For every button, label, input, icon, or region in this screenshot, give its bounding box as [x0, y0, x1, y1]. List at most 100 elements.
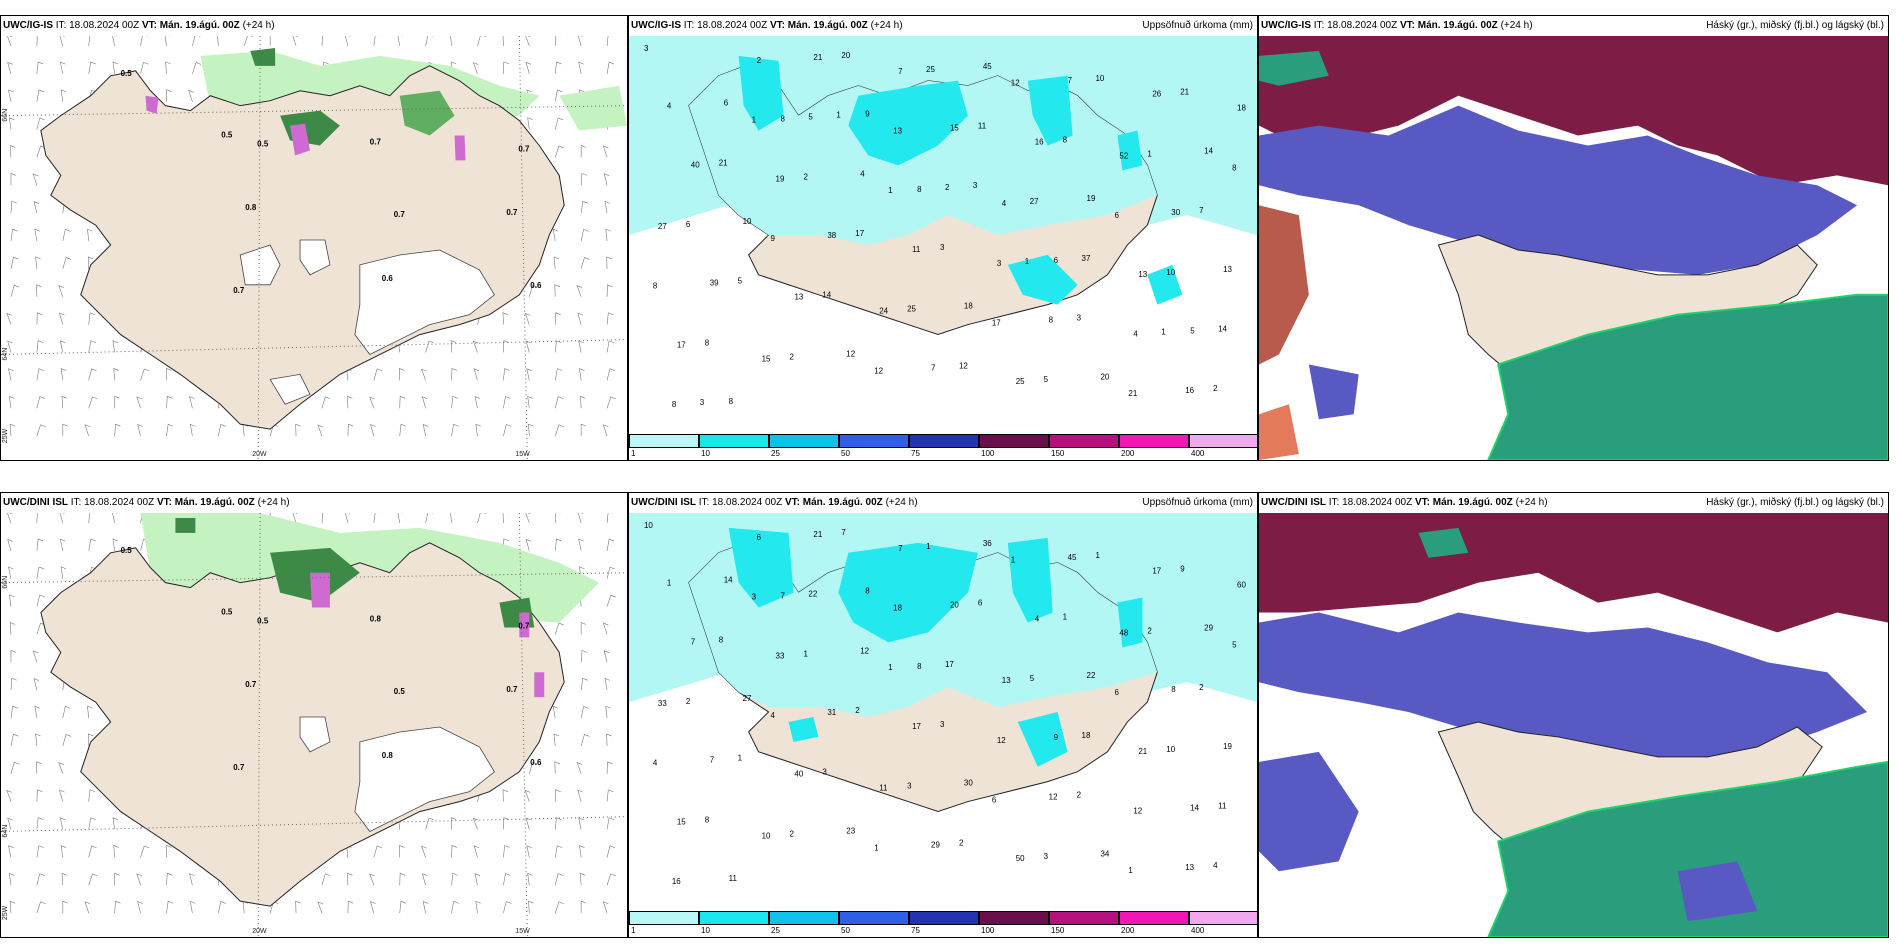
- precip-value: 3: [940, 720, 945, 729]
- wind-barb: [84, 424, 91, 437]
- precip-value: 33: [776, 651, 785, 660]
- wind-barb: [603, 650, 610, 663]
- low-cloud: [1487, 760, 1888, 937]
- precip-value: 3: [940, 243, 945, 252]
- wind-barb: [602, 622, 609, 635]
- dark-green-precip: [250, 47, 276, 66]
- vt-value: Mán. 19.ágú. 00Z: [174, 497, 255, 508]
- glacier: [299, 716, 331, 753]
- wind-barb: [502, 789, 509, 802]
- wind-barb: [87, 733, 94, 746]
- precip-value: 2: [1077, 791, 1082, 800]
- wind-barb: [8, 566, 14, 579]
- precip-value: 2: [959, 838, 964, 847]
- precip-value: 9: [1180, 565, 1185, 574]
- precip-value: 50: [1016, 854, 1025, 863]
- precip-value: 2: [1147, 626, 1152, 635]
- value-labels: 0.50.50.50.60.60.70.80.70.60.70.80.70.60…: [121, 546, 542, 772]
- grid-line: [1, 105, 627, 117]
- axis-label: 66N: [2, 109, 9, 122]
- wind-barb: [87, 228, 93, 242]
- wind-barb: [473, 368, 480, 381]
- wind-barb: [503, 901, 512, 914]
- it-label: IT:: [70, 497, 82, 508]
- wind-barb: [36, 761, 42, 774]
- precip-value: 21: [1138, 747, 1147, 756]
- colorbar-swatch: [1189, 434, 1257, 448]
- wind-barb: [60, 566, 67, 579]
- wind-barb: [578, 817, 584, 830]
- wind-barb: [62, 257, 72, 269]
- wind-barb: [243, 36, 254, 47]
- precip-value: 1: [888, 186, 893, 195]
- colorbar-tick-label: 50: [841, 926, 850, 935]
- wind-barb: [140, 36, 148, 47]
- precip-value: 9: [1054, 733, 1059, 742]
- wind-barb: [579, 872, 586, 886]
- precip-value: 12: [959, 361, 968, 370]
- precip-value: 1: [836, 111, 841, 120]
- wind-barb: [554, 396, 564, 409]
- colorbar-tick-label: 25: [771, 926, 780, 935]
- wind-barb: [399, 395, 406, 409]
- low-cloud: [1487, 293, 1888, 460]
- wind-barb: [345, 513, 351, 524]
- colorbar-tick-label: 400: [1191, 449, 1205, 458]
- mid-cloud-west: [1259, 751, 1359, 872]
- precip-value: 40: [691, 160, 700, 169]
- wind-barb: [579, 845, 585, 858]
- axis-label: 64N: [2, 825, 9, 838]
- precip-value: 6: [992, 796, 997, 805]
- wind-barb: [472, 817, 479, 830]
- precip-value: 2: [945, 183, 950, 192]
- precip-hourly-value: 0.7: [233, 286, 245, 295]
- wind-barb: [112, 817, 119, 830]
- wind-barb: [192, 62, 202, 74]
- cloud-map: [1259, 513, 1888, 937]
- wind-map: 66N 64N 25W 20W 15W 0.50.50.50.60.60.70.…: [1, 513, 627, 937]
- green-precip-area: [559, 85, 627, 131]
- wind-barb: [602, 424, 609, 437]
- precip-cyan: [1117, 597, 1143, 648]
- panel-header: UWC/IG-IS IT: 18.08.2024 00Z VT: Mán. 19…: [629, 16, 1257, 36]
- wind-barb: [189, 873, 195, 886]
- wind-barb: [421, 873, 428, 886]
- precip-value: 2: [757, 56, 762, 65]
- colorbar-swatch: [699, 911, 769, 925]
- precip-value: 24: [879, 307, 888, 316]
- precip-value: 6: [686, 220, 691, 229]
- wind-barb: [347, 423, 354, 437]
- wind-barb: [36, 538, 44, 551]
- precip-value: 21: [1128, 389, 1137, 398]
- precip-value: 18: [893, 604, 902, 613]
- vt-label: VT:: [156, 497, 172, 508]
- precip-value: 1: [888, 663, 893, 672]
- it-label: IT:: [683, 20, 695, 31]
- model-name: UWC/DINI ISL: [1261, 497, 1326, 508]
- wind-barb: [36, 789, 43, 802]
- precip-value: 1: [1147, 149, 1152, 158]
- wind-barb: [602, 145, 609, 158]
- colorbar-tick-label: 100: [981, 926, 995, 935]
- wind-barb: [554, 873, 564, 886]
- wind-barb: [9, 423, 16, 437]
- precip-value: 27: [658, 222, 667, 231]
- precip-hourly-value: 0.8: [245, 203, 257, 212]
- precip-value: 5: [738, 277, 743, 286]
- axis-label: 20W: [252, 451, 267, 458]
- wind-barb: [8, 368, 14, 381]
- wind-barb: [7, 340, 13, 353]
- precip-value: 12: [860, 646, 869, 655]
- precip-value: 12: [997, 736, 1006, 745]
- wind-barb: [140, 61, 149, 74]
- panel-header: UWC/DINI ISL IT: 18.08.2024 00Z VT: Mán.…: [1259, 493, 1888, 513]
- wind-barb: [606, 594, 616, 607]
- wind-barb: [59, 789, 65, 802]
- wind-barb: [189, 900, 196, 914]
- precip-value: 4: [1035, 614, 1040, 623]
- model-name: UWC/IG-IS: [631, 20, 681, 31]
- wind-barb: [36, 566, 45, 579]
- wind-barb: [451, 423, 459, 437]
- precip-value: 17: [1152, 567, 1161, 576]
- dark-green-precip: [175, 517, 196, 533]
